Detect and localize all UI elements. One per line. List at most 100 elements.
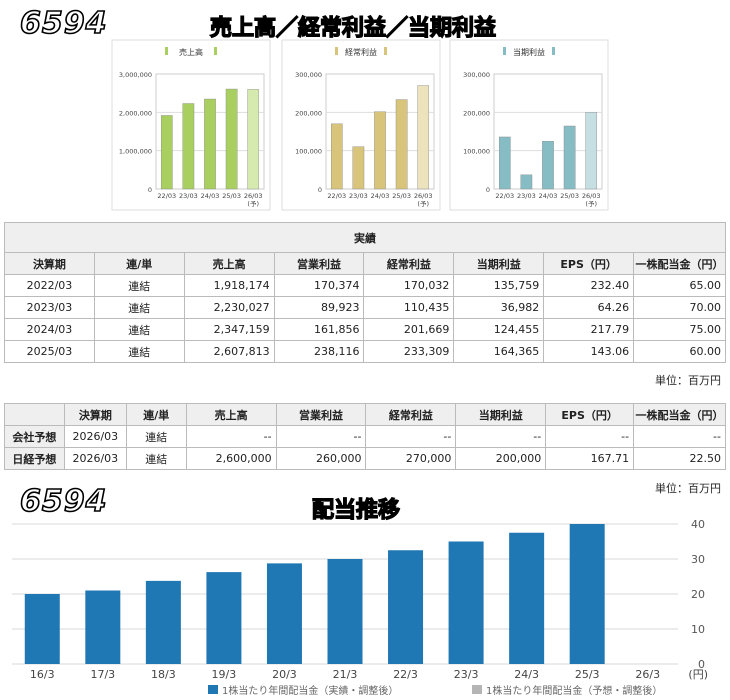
forecast-header-cell: 当期利益 xyxy=(455,403,547,426)
actuals-cell: 1,918,174 xyxy=(183,274,275,297)
table-row: 会社予想 2026/03 連結 -- -- -- -- -- -- xyxy=(4,425,726,448)
forecast-cell: 260,000 xyxy=(275,447,367,470)
table-row: 2025/03 連結 2,607,813 238,116 233,309 164,365 1… xyxy=(4,340,726,363)
legend-swatch-left xyxy=(165,47,168,55)
forecast-cell: -- xyxy=(545,425,635,448)
actuals-caption: 実績 xyxy=(4,222,726,253)
mini-bar xyxy=(204,98,216,190)
dividend-bar xyxy=(24,594,60,664)
actuals-cell: 2023/03 xyxy=(4,296,95,319)
dividend-bar xyxy=(85,590,121,664)
actuals-cell: 64.26 xyxy=(543,296,635,319)
forecast-header-cell: 売上高 xyxy=(185,403,277,426)
dividend-ytick-label: 30 xyxy=(691,553,705,566)
forecast-cell: 連結 xyxy=(125,447,187,470)
actuals-header-cell: 一株配当金（円） xyxy=(633,252,726,275)
dividend-legend-forecast: 1株当たり年間配当金（予想・調整後） xyxy=(486,684,662,697)
mini-ytick-label: 100,000 xyxy=(463,148,490,156)
actuals-cell: 2025/03 xyxy=(4,340,95,363)
forecast-header-cell: 経常利益 xyxy=(365,403,457,426)
mini-ytick-label: 300,000 xyxy=(463,71,490,79)
dividend-legend-swatch-forecast xyxy=(472,685,482,694)
actuals-cell: 164,365 xyxy=(453,340,545,363)
dividend-stock-code: 6594 xyxy=(19,483,108,520)
forecast-mark: (予) xyxy=(247,200,259,208)
mini-xtick-label: 22/03 xyxy=(157,192,176,200)
actuals-cell: 連結 xyxy=(93,340,185,363)
actuals-cell: 170,374 xyxy=(273,274,365,297)
dividend-xtick-label: 22/3 xyxy=(393,668,418,681)
forecast-cell: 270,000 xyxy=(365,447,457,470)
forecast-cell: 2026/03 xyxy=(63,425,127,448)
actuals-cell: 110,435 xyxy=(363,296,455,319)
dividend-legend-swatch-actual xyxy=(208,685,218,694)
mini-xtick-label: 24/03 xyxy=(371,192,390,200)
dividend-bar xyxy=(206,572,242,664)
dividend-xtick-label: 25/3 xyxy=(575,668,600,681)
actuals-cell: 36,982 xyxy=(453,296,545,319)
dividend-bar xyxy=(448,541,484,664)
actuals-cell: 232.40 xyxy=(543,274,635,297)
actuals-cell: 連結 xyxy=(93,274,185,297)
actuals-cell: 2,230,027 xyxy=(183,296,275,319)
actuals-cell: 75.00 xyxy=(633,318,726,341)
mini-xtick-label: 23/03 xyxy=(349,192,368,200)
mini-xtick-label: 25/03 xyxy=(392,192,411,200)
actuals-header-cell: 経常利益 xyxy=(363,252,455,275)
forecast-mark: (予) xyxy=(585,200,597,208)
forecast-cell: 167.71 xyxy=(545,447,635,470)
stock-code: 6594 xyxy=(19,5,108,42)
actuals-cell: 60.00 xyxy=(633,340,726,363)
forecast-unit-label: 単位：百万円 xyxy=(655,482,721,495)
actuals-cell: 161,856 xyxy=(273,318,365,341)
dividend-xtick-label: 21/3 xyxy=(333,668,358,681)
mini-ytick-label: 2,000,000 xyxy=(119,109,152,117)
mini-chart-legend: 売上高 xyxy=(179,47,203,57)
dividend-bar xyxy=(266,563,302,664)
actuals-cell: 2024/03 xyxy=(4,318,95,341)
mini-bar xyxy=(542,141,554,190)
mini-ytick-label: 3,000,000 xyxy=(119,71,152,79)
forecast-cell: -- xyxy=(455,425,547,448)
forecast-table: 決算期 連/単 売上高 営業利益 経常利益 当期利益 EPS（円） 一株配当金（円） 会社予想… xyxy=(4,403,726,470)
legend-swatch-right xyxy=(384,47,387,55)
actuals-header-cell: 連/単 xyxy=(93,252,185,275)
mini-chart-legend: 経常利益 xyxy=(345,47,377,57)
mini-ytick-label: 0 xyxy=(318,186,322,194)
mini-bar xyxy=(225,88,238,190)
dividend-ytick-label: 0 xyxy=(698,658,705,671)
mini-xtick-label: 24/03 xyxy=(539,192,558,200)
actuals-cell: 124,455 xyxy=(453,318,545,341)
mini-ytick-label: 0 xyxy=(148,186,152,194)
mini-xtick-label: 22/03 xyxy=(327,192,346,200)
dividend-legend-actual: 1株当たり年間配当金（実績・調整後） xyxy=(222,684,398,697)
forecast-cell: -- xyxy=(185,425,277,448)
mini-xtick-label: 26/03 xyxy=(414,192,433,200)
forecast-cell: 2,600,000 xyxy=(185,447,277,470)
dividend-xtick-label: 16/3 xyxy=(30,668,55,681)
mini-xtick-label: 23/03 xyxy=(517,192,536,200)
actuals-unit-label: 単位：百万円 xyxy=(655,374,721,387)
mini-xtick-label: 26/03 xyxy=(582,192,601,200)
legend-swatch-left xyxy=(335,47,338,55)
dividend-y-unit: (円) xyxy=(688,668,708,681)
actuals-cell: 201,669 xyxy=(363,318,455,341)
mini-bar xyxy=(374,111,386,190)
actuals-cell: 135,759 xyxy=(453,274,545,297)
forecast-cell: 日経予想 xyxy=(4,447,65,470)
actuals-cell: 連結 xyxy=(93,296,185,319)
mini-bar xyxy=(330,123,343,190)
actuals-cell: 170,032 xyxy=(363,274,455,297)
forecast-cell: 会社予想 xyxy=(4,425,65,448)
mini-ytick-label: 0 xyxy=(486,186,490,194)
mini-ytick-label: 200,000 xyxy=(295,109,322,117)
actuals-header-cell: EPS（円） xyxy=(543,252,635,275)
actuals-cell: 65.00 xyxy=(633,274,726,297)
mini-bar xyxy=(247,89,260,190)
actuals-header-cell: 売上高 xyxy=(183,252,275,275)
dividend-chart: 0 10 20 30 40 16/3 17/3 18/3 19/3 20/3 21/3 22/3 23/… xyxy=(12,518,708,697)
actuals-cell: 217.79 xyxy=(543,318,635,341)
actuals-cell: 233,309 xyxy=(363,340,455,363)
table-row: 2024/03 連結 2,347,159 161,856 201,669 124,455 2… xyxy=(4,318,726,341)
